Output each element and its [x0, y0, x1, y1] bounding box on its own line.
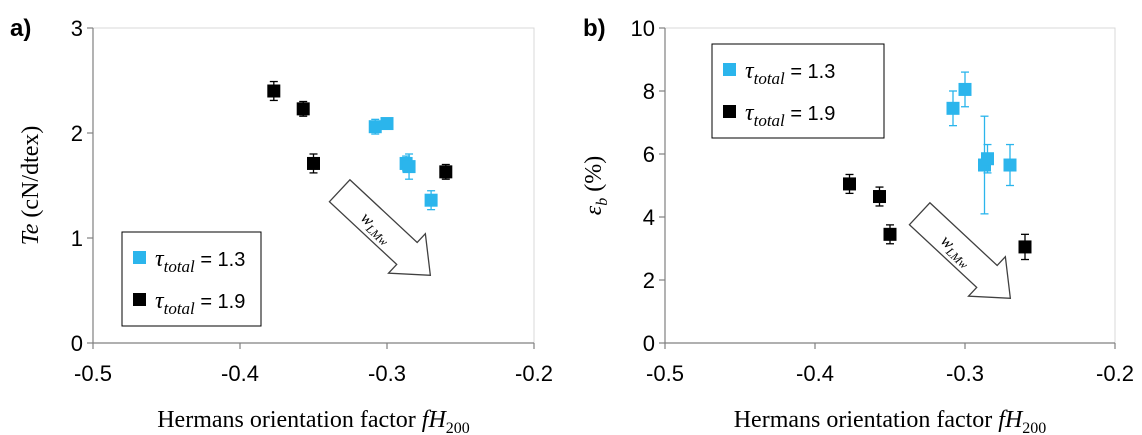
x-tick-label: -0.2: [1096, 361, 1134, 386]
legend-subscript: total: [754, 111, 785, 130]
y-axis-title-unit: (cN/dtex): [18, 126, 44, 224]
series-tau-1-9: [267, 80, 453, 180]
data-point: [958, 82, 972, 96]
y-axis-title: Te (cN/dtex): [18, 126, 44, 246]
legend-marker: [723, 63, 736, 76]
data-point: [307, 156, 320, 170]
legend-subscript: total: [164, 257, 195, 276]
x-tick-label: -0.4: [796, 361, 834, 386]
x-axis-title-text: Hermans orientation factor: [157, 407, 422, 433]
data-point: [402, 160, 416, 174]
data-point: [380, 117, 394, 131]
x-axis-title: Hermans orientation factor fH200: [734, 407, 1047, 435]
x-axis-title-subscript: 200: [1022, 420, 1046, 435]
panel-label: b): [583, 15, 606, 42]
legend-box: [121, 231, 262, 327]
x-tick-label: -0.5: [646, 361, 684, 386]
data-point: [873, 190, 886, 204]
arrow-outline: [908, 201, 1012, 299]
legend-value: = 1.3: [195, 249, 246, 271]
data-point: [368, 120, 382, 134]
data-point: [946, 101, 960, 115]
y-tick-label: 2: [643, 268, 655, 293]
y-tick-label: 8: [643, 79, 655, 104]
legend-symbol: τ: [745, 58, 755, 84]
x-tick-label: -0.3: [946, 361, 984, 386]
legend-symbol: τ: [155, 288, 165, 314]
legend-box: [711, 43, 885, 139]
x-axis-title-symbol: fH: [998, 407, 1024, 433]
arrow-shape: wLMw: [328, 178, 432, 276]
legend-value: = 1.3: [785, 61, 836, 83]
legend-value: = 1.9: [195, 291, 246, 313]
arrow-shape: wLMw: [908, 201, 1012, 299]
chart-panel-b: b) 0 2 4 6 8 10 -0.5 -0.4 -0.3 -0.2 Hermans orienta…: [581, 15, 1134, 435]
data-point: [296, 102, 310, 116]
data-point: [981, 152, 994, 166]
data-point: [883, 227, 897, 241]
legend-marker: [133, 251, 146, 264]
data-point: [267, 84, 281, 98]
legend-value: = 1.9: [785, 103, 836, 125]
x-tick-label: -0.3: [368, 361, 406, 386]
y-axis-title-unit: (%): [581, 156, 607, 198]
legend-entry: τtotal = 1.3: [155, 246, 245, 276]
data-point: [424, 193, 438, 207]
x-axis-title-subscript: 200: [446, 420, 470, 435]
legend-symbol: τ: [155, 246, 165, 272]
data-point: [439, 165, 453, 179]
y-tick-label: 3: [71, 16, 83, 41]
series-tau-1-3: [946, 71, 1017, 215]
y-axis-title-symbol: ε: [581, 205, 607, 215]
y-tick-label: 4: [643, 205, 655, 230]
legend-symbol: τ: [745, 100, 755, 126]
legend-subscript: total: [754, 69, 785, 88]
series-tau-1-3: [368, 117, 438, 211]
y-axis-title-subscript: b: [594, 198, 611, 206]
legend-entry: τtotal = 1.3: [745, 58, 835, 88]
x-axis-title-text: Hermans orientation factor: [734, 407, 999, 433]
panel-label: a): [10, 15, 31, 42]
x-tick-label: -0.2: [515, 361, 553, 386]
legend-entry: τtotal = 1.9: [745, 100, 835, 130]
legend-marker: [133, 293, 146, 306]
data-point: [1003, 158, 1017, 172]
data-point: [1018, 240, 1032, 254]
legend-marker: [723, 105, 736, 118]
legend-subscript: total: [164, 299, 195, 318]
x-axis-title-symbol: fH: [422, 407, 448, 433]
y-tick-label: 10: [631, 16, 655, 41]
data-point: [843, 177, 856, 191]
y-tick-label: 6: [643, 142, 655, 167]
y-tick-label: 0: [643, 331, 655, 356]
y-tick-label: 1: [71, 226, 83, 251]
y-tick-label: 0: [71, 331, 83, 356]
x-axis-title: Hermans orientation factor fH200: [157, 407, 470, 435]
y-tick-label: 2: [71, 121, 83, 146]
x-tick-label: -0.4: [221, 361, 259, 386]
arrow-outline: [328, 178, 432, 276]
series-tau-1-9: [843, 173, 1032, 261]
y-axis-title: εb (%): [581, 156, 611, 215]
y-axis-title-symbol: Te: [18, 223, 44, 245]
chart-panel-a: a) 0 1 2 3 -0.5 -0.4 -0.3 -0.2 Hermans orientatio…: [10, 15, 553, 435]
legend-entry: τtotal = 1.9: [155, 288, 245, 318]
x-tick-label: -0.5: [74, 361, 112, 386]
